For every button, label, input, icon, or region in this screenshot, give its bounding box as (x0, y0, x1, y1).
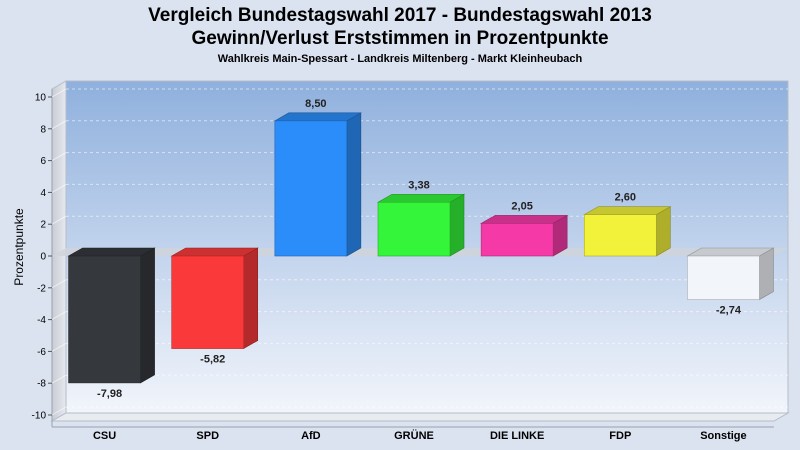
chart-caption: Wahlkreis Main-Spessart - Landkreis Milt… (217, 53, 583, 65)
x-tick-label: Sonstige (700, 430, 746, 442)
grid-line-side (51, 311, 67, 321)
data-label: 2,60 (615, 192, 636, 204)
y-tick-label: -6 (37, 347, 46, 358)
y-tick-label: -10 (32, 411, 47, 422)
bar-top (170, 247, 259, 257)
chart-subtitle: Gewinn/Verlust Erststimmen in Prozentpun… (191, 28, 609, 49)
bar-3 (376, 193, 466, 257)
bar-front (687, 255, 760, 300)
bar-side (759, 247, 774, 301)
data-label: -5,82 (200, 354, 225, 366)
bar-front (274, 120, 348, 257)
y-tick-label: 2 (40, 220, 46, 231)
x-tick-label: GRÜNE (394, 429, 434, 442)
grid-line-side (51, 183, 67, 193)
data-label: -2,74 (716, 305, 742, 317)
bar-front (68, 255, 141, 384)
y-tick-label: 6 (40, 156, 46, 167)
y-tick-label: 8 (40, 124, 46, 135)
data-label: -7,98 (97, 388, 122, 400)
grid-line-side (51, 215, 67, 225)
bar-front (171, 255, 245, 349)
bar-top (480, 215, 569, 224)
bar-top (376, 193, 466, 203)
bar-4 (480, 214, 569, 257)
grid-line-side (51, 406, 67, 416)
bar-1 (170, 247, 259, 350)
bar-top (583, 206, 672, 215)
data-label: 8,50 (305, 98, 326, 110)
bar-top (273, 112, 362, 122)
y-tick-label: -2 (37, 283, 46, 294)
bar-side (449, 193, 465, 257)
bar-front (377, 201, 451, 257)
grid-line-side (51, 374, 67, 384)
bar-5 (583, 206, 672, 257)
y-tick-label: 0 (40, 252, 46, 263)
bar-front (583, 214, 657, 257)
grid-line-side (51, 342, 67, 352)
bar-6 (686, 247, 775, 301)
chart-title: Vergleich Bundestagswahl 2017 - Bundesta… (148, 5, 652, 26)
bar-2 (273, 112, 362, 257)
bar-side (243, 247, 259, 350)
bar-side (655, 206, 671, 257)
x-tick-label: DIE LINKE (490, 430, 544, 442)
x-tick-label: FDP (609, 430, 631, 442)
data-label: 2,05 (511, 200, 532, 212)
bar-front (480, 223, 554, 257)
bar-side (346, 112, 362, 257)
bar-0 (67, 247, 156, 384)
y-tick-label: 10 (35, 93, 47, 104)
grid-line-side (51, 88, 67, 98)
y-tick-label: 4 (40, 188, 46, 199)
grid-line-side (51, 120, 67, 130)
bar-top (67, 247, 156, 257)
grid-line-side (51, 152, 67, 162)
x-tick-label: AfD (301, 430, 321, 442)
grid-line-side (51, 279, 67, 289)
x-tick-label: SPD (196, 430, 219, 442)
plot-floor (50, 412, 790, 422)
bar-top (686, 247, 775, 257)
bar-side (140, 247, 155, 384)
data-label: 3,38 (408, 179, 429, 191)
y-tick-label: -8 (37, 379, 46, 390)
x-tick-label: CSU (93, 430, 116, 442)
y-axis-label: Prozentpunkte (12, 208, 26, 286)
y-tick-label: -4 (37, 315, 46, 326)
